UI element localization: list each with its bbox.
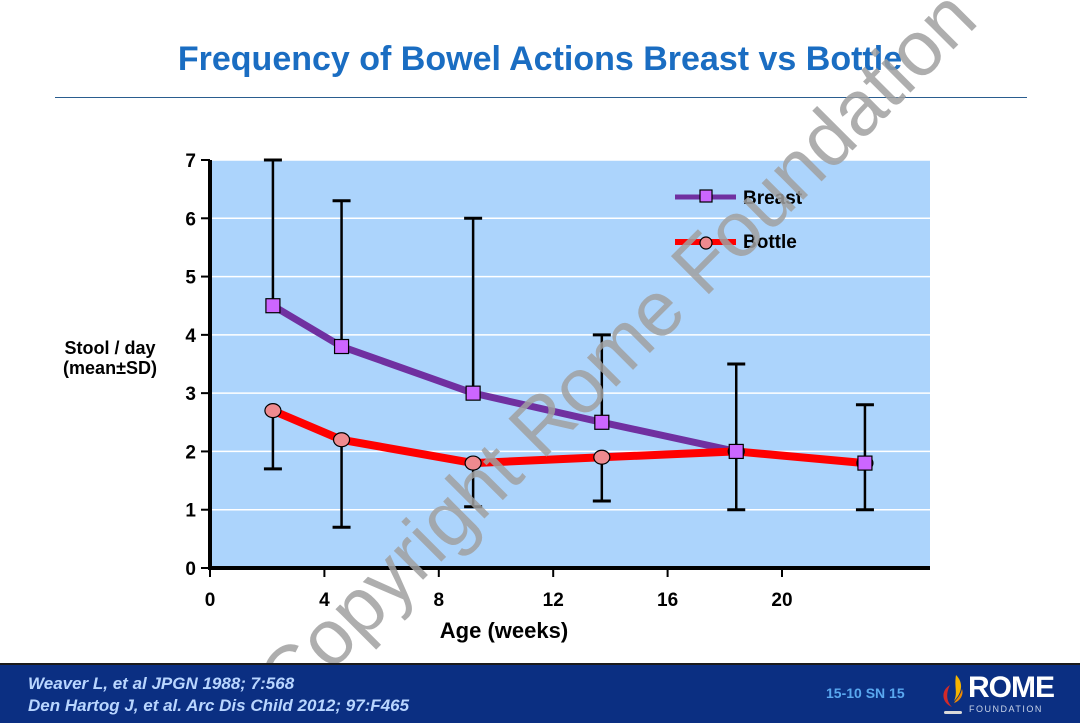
y-tick-label: 5 bbox=[185, 268, 196, 289]
breast-error-bar bbox=[263, 158, 282, 306]
breast-marker bbox=[857, 455, 873, 471]
plot-area bbox=[210, 160, 930, 568]
logo-subtext: FOUNDATION bbox=[969, 704, 1043, 714]
x-tick-label: 0 bbox=[205, 590, 216, 611]
bottle-series-line bbox=[271, 406, 866, 468]
bottle-marker bbox=[332, 432, 351, 448]
y-tick-label: 0 bbox=[185, 559, 196, 580]
breast-error-bar bbox=[592, 333, 611, 423]
breast-error-bar bbox=[464, 216, 483, 394]
breast-marker bbox=[465, 385, 481, 401]
x-tick-label: 4 bbox=[319, 590, 330, 611]
bottle-error-bar bbox=[855, 463, 874, 512]
y-tick-label: 2 bbox=[185, 442, 196, 463]
y-tick-label: 7 bbox=[185, 151, 196, 172]
legend-breast-marker bbox=[699, 189, 713, 203]
bottle-error-bar bbox=[263, 410, 282, 471]
flame-icon bbox=[943, 675, 963, 714]
footer-bar: Weaver L, et al JPGN 1988; 7:568 Den Har… bbox=[0, 663, 1080, 723]
breast-error-bar bbox=[855, 403, 874, 464]
title-divider bbox=[55, 97, 1027, 98]
legend-breast-label: Breast bbox=[743, 188, 803, 209]
x-tick-label: 16 bbox=[657, 590, 678, 611]
chart-legend: Breast Bottle bbox=[675, 188, 803, 253]
bottle-marker bbox=[593, 449, 611, 465]
y-tick-label: 4 bbox=[185, 326, 196, 347]
breast-error-bar bbox=[727, 362, 746, 452]
x-tick-label: 8 bbox=[434, 590, 445, 611]
breast-marker bbox=[333, 338, 350, 355]
y-axis-label-line-2: (mean±SD) bbox=[63, 358, 157, 378]
bottle-marker bbox=[464, 455, 482, 471]
rome-foundation-logo: ROME FOUNDATION bbox=[938, 671, 1068, 719]
reference-1: Weaver L, et al JPGN 1988; 7:568 bbox=[28, 674, 295, 693]
breast-error-bar bbox=[332, 199, 351, 347]
bottle-error-bar bbox=[727, 451, 746, 512]
breast-marker bbox=[594, 414, 610, 430]
y-tick-label: 6 bbox=[185, 209, 196, 230]
x-tick-label: 20 bbox=[771, 590, 792, 611]
x-axis-label: Age (weeks) bbox=[440, 618, 568, 643]
y-tick-label: 1 bbox=[185, 501, 196, 522]
breast-marker bbox=[265, 298, 281, 314]
legend-bottle-marker bbox=[699, 236, 713, 250]
breast-marker bbox=[728, 443, 744, 460]
slide-title: Frequency of Bowel Actions Breast vs Bot… bbox=[177, 40, 903, 78]
y-tick-label: 3 bbox=[185, 384, 196, 405]
y-axis-label-line-1: Stool / day bbox=[64, 338, 156, 358]
bottle-marker bbox=[264, 403, 282, 419]
reference-2: Den Hartog J, et al. Arc Dis Child 2012;… bbox=[28, 696, 410, 715]
legend-bottle-label: Bottle bbox=[743, 232, 797, 253]
slide-code: 15-10 SN 15 bbox=[826, 685, 905, 701]
bottle-error-bar bbox=[332, 439, 351, 529]
x-tick-label: 12 bbox=[543, 590, 564, 611]
y-axis-label: Stool / day (mean±SD) bbox=[40, 338, 180, 378]
logo-text: ROME bbox=[968, 671, 1055, 704]
